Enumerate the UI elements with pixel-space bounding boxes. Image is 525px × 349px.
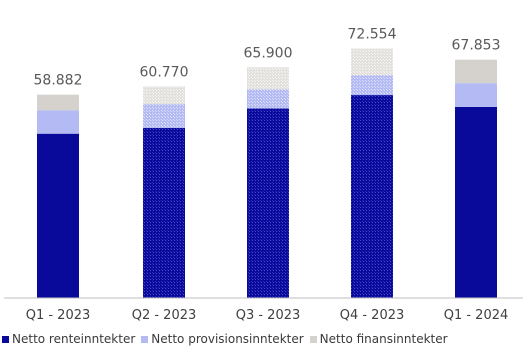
bar-segment-renteinntekter-4 bbox=[351, 95, 393, 298]
bar-segment-renteinntekter-2 bbox=[143, 127, 185, 299]
x-tick-label-3: Q3 - 2023 bbox=[236, 308, 301, 323]
x-tick-label-5: Q1 - 2024 bbox=[444, 308, 509, 323]
bar-segment-renteinntekter-1 bbox=[37, 133, 79, 298]
bar-segment-provisionsinntekter-2 bbox=[143, 104, 185, 128]
bars bbox=[37, 48, 497, 299]
legend-item-finansinntekter: Netto finansinntekter bbox=[309, 332, 448, 346]
legend: Netto renteinntekter Netto provisionsinn… bbox=[2, 330, 454, 348]
x-tick-label-1: Q1 - 2023 bbox=[26, 308, 91, 323]
total-label-4: 72.554 bbox=[348, 26, 397, 42]
total-label-3: 65.900 bbox=[244, 45, 293, 61]
total-labels: 58.882 60.770 65.900 72.554 67.853 bbox=[34, 26, 501, 88]
legend-item-renteinntekter: Netto renteinntekter bbox=[2, 332, 135, 346]
x-tick-label-4: Q4 - 2023 bbox=[340, 308, 405, 323]
total-label-5: 67.853 bbox=[452, 38, 501, 54]
legend-swatch-provisionsinntekter bbox=[141, 335, 149, 343]
bar-segment-finansinntekter-3 bbox=[247, 67, 289, 90]
legend-label-renteinntekter: Netto renteinntekter bbox=[12, 332, 136, 346]
bar-segment-renteinntekter-5 bbox=[455, 106, 497, 298]
total-label-2: 60.770 bbox=[140, 64, 189, 80]
bar-segment-finansinntekter-5 bbox=[455, 59, 497, 84]
x-tick-labels: Q1 - 2023 Q2 - 2023 Q3 - 2023 Q4 - 2023 Q1 -… bbox=[26, 308, 509, 323]
bar-segment-finansinntekter-1 bbox=[37, 94, 79, 111]
bar-segment-provisionsinntekter-1 bbox=[37, 110, 79, 134]
legend-swatch-renteinntekter bbox=[2, 335, 9, 343]
bar-segment-finansinntekter-4 bbox=[351, 48, 393, 76]
bar-segment-renteinntekter-3 bbox=[247, 108, 289, 298]
legend-label-finansinntekter: Netto finansinntekter bbox=[319, 332, 448, 346]
bar-segment-provisionsinntekter-4 bbox=[351, 75, 393, 96]
bar-segment-finansinntekter-2 bbox=[143, 86, 185, 105]
total-label-1: 58.882 bbox=[34, 73, 83, 89]
legend-item-provisionsinntekter: Netto provisionsinntekter bbox=[141, 332, 304, 346]
bar-segment-provisionsinntekter-5 bbox=[455, 83, 497, 107]
legend-swatch-finansinntekter bbox=[309, 335, 317, 343]
x-tick-label-2: Q2 - 2023 bbox=[132, 308, 197, 323]
bar-segment-provisionsinntekter-3 bbox=[247, 89, 289, 109]
legend-label-provisionsinntekter: Netto provisionsinntekter bbox=[151, 332, 304, 346]
